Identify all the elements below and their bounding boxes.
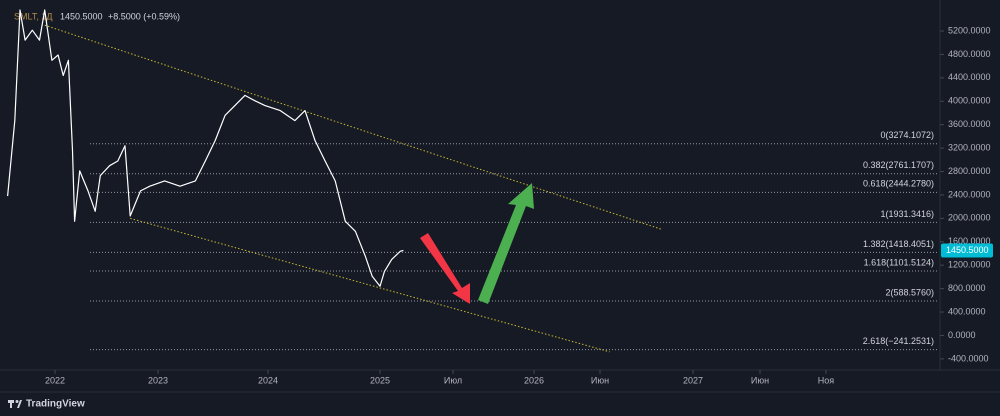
- down-arrow: [420, 233, 470, 304]
- brand: TradingView: [26, 399, 85, 410]
- y-tick-label: -400.0000: [948, 353, 989, 363]
- fib-label: 1.618(1101.5124): [864, 257, 934, 267]
- price-line: [7, 9, 404, 287]
- y-tick-label: 1600.0000: [948, 236, 991, 246]
- price-tag-label: 1450.5000: [946, 245, 989, 255]
- y-tick-label: 3200.0000: [948, 142, 991, 152]
- x-tick-label: Июл: [444, 375, 462, 385]
- up-arrow: [478, 183, 534, 304]
- last-price: 1450.5000: [60, 11, 103, 21]
- x-tick-label: Июн: [751, 375, 769, 385]
- y-tick-label: 4400.0000: [948, 72, 991, 82]
- x-tick-label: 2023: [148, 375, 168, 385]
- trendline: [130, 217, 610, 353]
- x-tick-label: 2024: [258, 375, 278, 385]
- y-tick-label: 5200.0000: [948, 25, 991, 35]
- y-tick-label: 400.0000: [948, 306, 986, 316]
- symbol: SMLT, 1Д: [14, 11, 52, 21]
- y-tick-label: 0.0000: [948, 330, 976, 340]
- y-tick-label: 800.0000: [948, 283, 986, 293]
- x-tick-label: 2027: [683, 375, 703, 385]
- x-tick-label: 2022: [45, 375, 65, 385]
- fib-label: 2(588.5760): [885, 287, 934, 297]
- fib-label: 2.618(−241.2531): [863, 336, 934, 346]
- change: +8.5000 (+0.59%): [108, 11, 180, 21]
- y-tick-label: 4000.0000: [948, 96, 991, 106]
- y-tick-label: 1200.0000: [948, 260, 991, 270]
- x-tick-label: Июн: [591, 375, 609, 385]
- fib-label: 0.618(2444.2780): [863, 179, 934, 189]
- price-tag: [941, 243, 993, 258]
- y-tick-label: 4800.0000: [948, 49, 991, 59]
- y-tick-label: 3600.0000: [948, 119, 991, 129]
- y-tick-label: 2000.0000: [948, 213, 991, 223]
- fib-label: 1.382(1418.4051): [863, 239, 934, 249]
- x-tick-label: Ноя: [818, 375, 835, 385]
- y-tick-label: 2400.0000: [948, 189, 991, 199]
- fib-label: 1(1931.3416): [880, 209, 934, 219]
- fib-label: 0.382(2761.1707): [863, 160, 934, 170]
- fib-label: 0(3274.1072): [880, 130, 934, 140]
- logo: [8, 400, 22, 408]
- x-tick-label: 2026: [524, 375, 544, 385]
- x-tick-label: 2025: [370, 375, 390, 385]
- y-tick-label: 2800.0000: [948, 166, 991, 176]
